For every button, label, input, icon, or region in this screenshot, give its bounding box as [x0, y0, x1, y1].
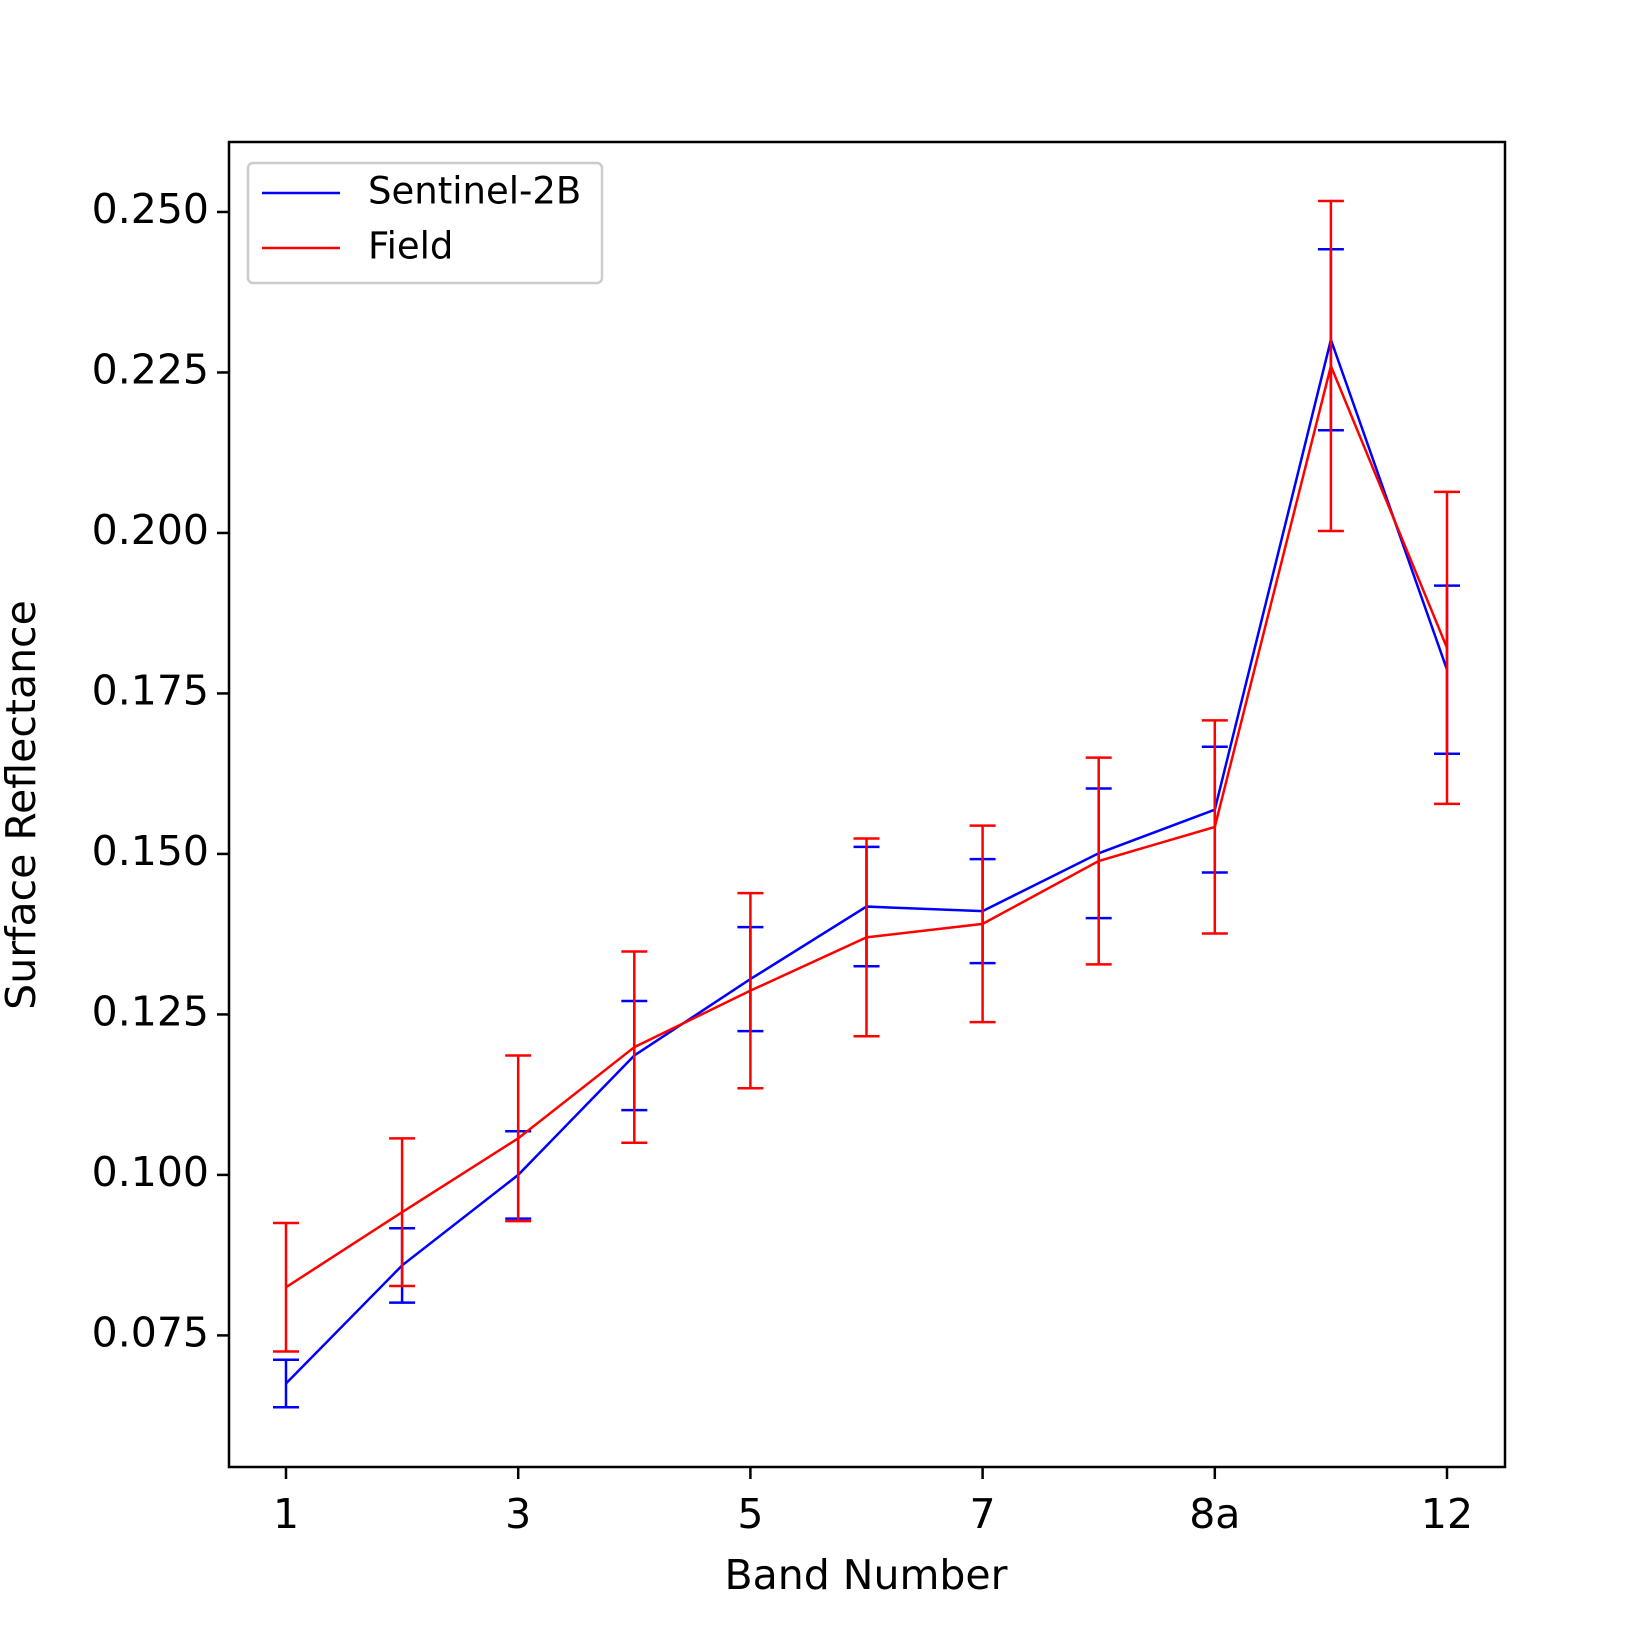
y-tick-label: 0.250	[92, 185, 209, 233]
x-tick-label: 12	[1421, 1490, 1473, 1538]
error-bar	[505, 1054, 532, 1223]
y-tick-label: 0.125	[92, 987, 209, 1035]
y-tick-label: 0.150	[92, 827, 209, 875]
error-bar	[389, 1137, 416, 1288]
y-axis-label: Surface Reflectance	[0, 600, 45, 1010]
x-tick-label: 1	[273, 1490, 299, 1538]
x-tick-label: 3	[505, 1490, 531, 1538]
error-bar	[969, 824, 996, 1024]
x-axis-label: Band Number	[725, 1551, 1008, 1599]
series-line	[285, 362, 1449, 1289]
y-tick-label: 0.200	[92, 506, 209, 554]
error-bar	[273, 1221, 299, 1353]
y-tick-label: 0.100	[92, 1148, 209, 1196]
y-tick-label: 0.175	[92, 666, 209, 714]
error-bar	[1434, 490, 1460, 806]
plot-frame	[227, 140, 1507, 1469]
error-bar	[737, 891, 764, 1090]
legend-label: Sentinel-2B	[368, 170, 581, 213]
error-bar	[1085, 756, 1112, 966]
error-bar	[621, 950, 648, 1145]
y-tick-label: 0.225	[92, 345, 209, 393]
error-bar	[273, 1358, 299, 1409]
y-tick-label: 0.075	[92, 1308, 209, 1356]
x-tick-label: 7	[970, 1490, 996, 1538]
error-bar	[853, 837, 880, 1038]
error-bar	[1201, 719, 1228, 935]
x-tick-label: 5	[737, 1490, 763, 1538]
legend-label: Field	[368, 225, 453, 268]
x-tick-label: 8a	[1189, 1490, 1240, 1538]
error-bar	[1317, 199, 1344, 533]
